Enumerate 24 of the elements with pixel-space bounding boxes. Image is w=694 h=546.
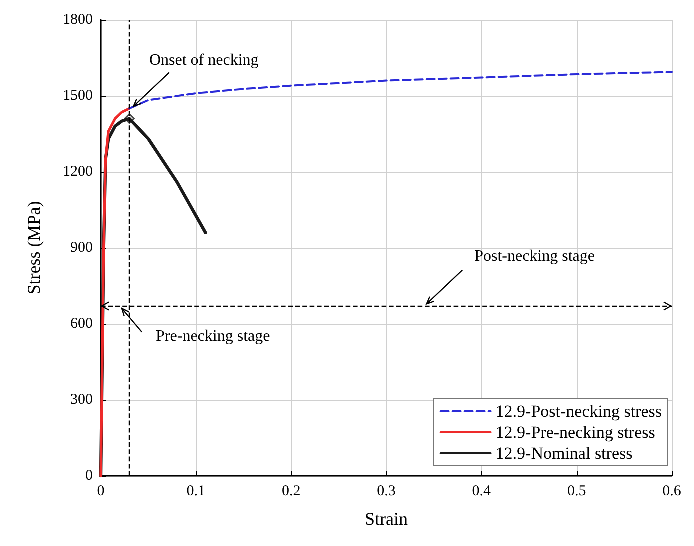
legend-label: 12.9-Pre-necking stress	[496, 423, 656, 442]
y-axis-title: Stress (MPa)	[24, 201, 44, 295]
y-tick-label: 300	[70, 392, 93, 408]
y-tick-label: 1500	[63, 88, 93, 104]
x-tick-label: 0.5	[567, 484, 586, 500]
annotation: Post-necking stage	[474, 248, 595, 265]
x-tick-label: 0.4	[472, 484, 492, 500]
annotation: Onset of necking	[149, 52, 259, 70]
x-tick-label: 0.2	[282, 484, 301, 500]
x-axis-title: Strain	[365, 509, 408, 529]
x-tick-label: 0.1	[186, 484, 206, 500]
line-series	[128, 71, 673, 110]
y-tick-label: 900	[70, 240, 93, 256]
y-tick-label: 1200	[63, 164, 93, 180]
y-tick-label: 0	[86, 468, 93, 484]
line-series	[100, 107, 131, 478]
x-tick-label: 0	[97, 484, 105, 500]
y-tick-label: 1800	[63, 12, 93, 28]
y-tick-label: 600	[70, 316, 93, 332]
legend-label: 12.9-Nominal stress	[496, 444, 633, 463]
x-tick-label: 0.3	[377, 484, 396, 500]
legend-label: 12.9-Post-necking stress	[496, 402, 662, 421]
annotation: Pre-necking stage	[156, 328, 270, 345]
x-tick-label: 0.6	[662, 484, 682, 500]
